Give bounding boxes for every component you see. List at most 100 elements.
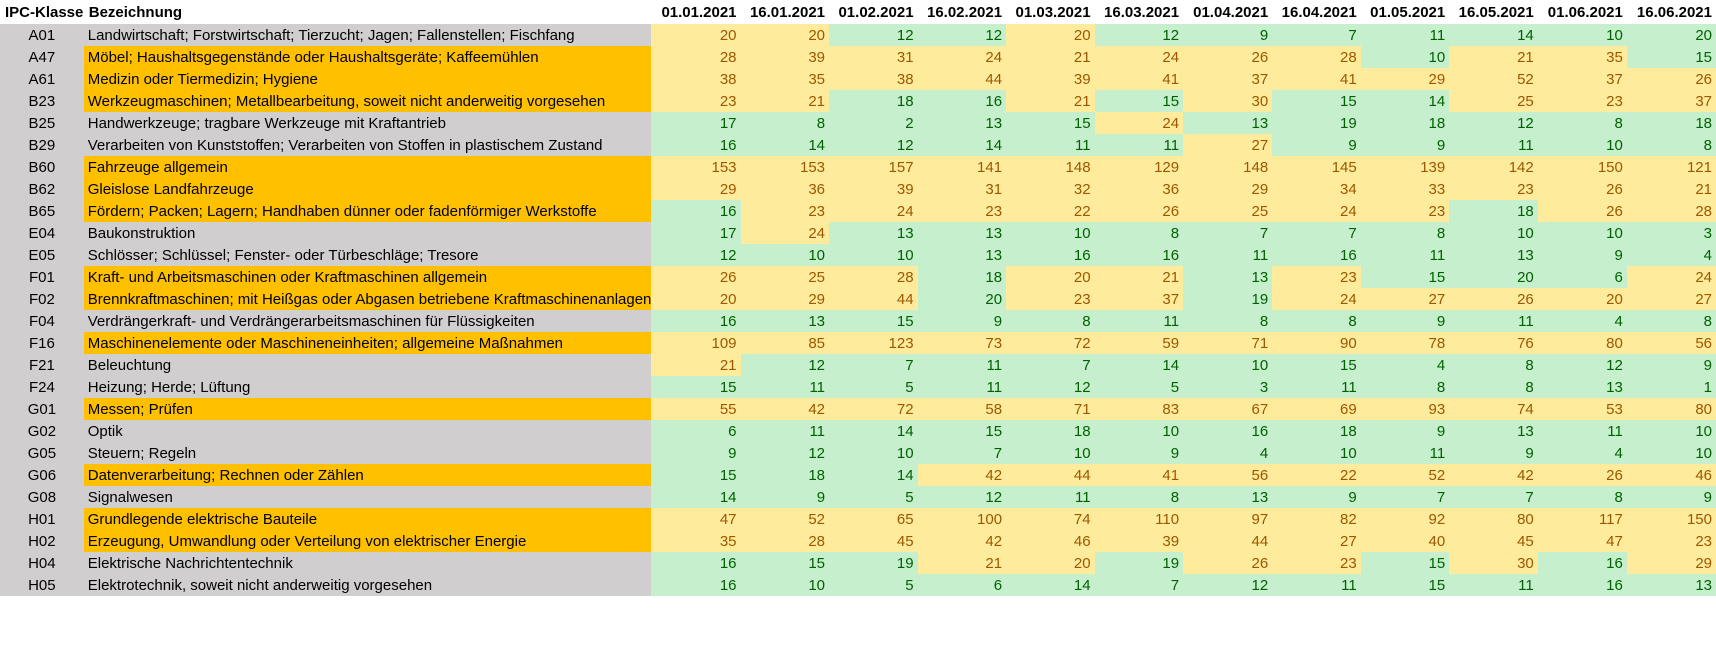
value-cell[interactable]: 6 (651, 420, 741, 442)
value-cell[interactable]: 10 (1183, 354, 1273, 376)
ipc-code-cell[interactable]: F04 (0, 310, 84, 332)
value-cell[interactable]: 44 (1006, 464, 1095, 486)
value-cell[interactable]: 22 (1272, 464, 1361, 486)
value-cell[interactable]: 10 (1449, 222, 1538, 244)
value-cell[interactable]: 23 (1272, 552, 1361, 574)
value-cell[interactable]: 13 (1183, 486, 1273, 508)
value-cell[interactable]: 23 (1272, 266, 1361, 288)
value-cell[interactable]: 80 (1537, 332, 1627, 354)
value-cell[interactable]: 9 (1183, 24, 1273, 46)
value-cell[interactable]: 13 (829, 222, 918, 244)
value-cell[interactable]: 10 (1094, 420, 1184, 442)
value-cell[interactable]: 29 (1183, 178, 1273, 200)
value-cell[interactable]: 27 (1626, 288, 1716, 310)
value-cell[interactable]: 8 (1537, 486, 1627, 508)
value-cell[interactable]: 9 (1272, 134, 1361, 156)
value-cell[interactable]: 80 (1449, 508, 1538, 530)
value-cell[interactable]: 41 (1094, 68, 1184, 90)
value-cell[interactable]: 28 (740, 530, 830, 552)
value-cell[interactable]: 30 (1449, 552, 1538, 574)
value-cell[interactable]: 56 (1183, 464, 1273, 486)
value-cell[interactable]: 42 (917, 530, 1007, 552)
value-cell[interactable]: 10 (1626, 420, 1716, 442)
value-cell[interactable]: 21 (1006, 90, 1095, 112)
value-cell[interactable]: 13 (917, 222, 1007, 244)
value-cell[interactable]: 16 (1006, 244, 1095, 266)
value-cell[interactable]: 11 (1360, 442, 1450, 464)
value-cell[interactable]: 58 (917, 398, 1007, 420)
value-cell[interactable]: 5 (829, 376, 918, 398)
value-cell[interactable]: 9 (1094, 442, 1184, 464)
value-cell[interactable]: 21 (740, 90, 830, 112)
value-cell[interactable]: 141 (917, 156, 1007, 178)
value-cell[interactable]: 24 (740, 222, 830, 244)
value-cell[interactable]: 14 (829, 420, 918, 442)
designation-cell[interactable]: Elektrotechnik, soweit nicht anderweitig… (83, 574, 652, 596)
value-cell[interactable]: 8 (1449, 354, 1538, 376)
value-cell[interactable]: 20 (1006, 24, 1095, 46)
value-cell[interactable]: 109 (651, 332, 741, 354)
value-cell[interactable]: 45 (1449, 530, 1538, 552)
value-cell[interactable]: 10 (1537, 24, 1627, 46)
value-cell[interactable]: 30 (1183, 90, 1273, 112)
value-cell[interactable]: 11 (1006, 486, 1095, 508)
value-cell[interactable]: 24 (1094, 112, 1184, 134)
value-cell[interactable]: 59 (1094, 332, 1184, 354)
designation-cell[interactable]: Handwerkzeuge; tragbare Werkzeuge mit Kr… (83, 112, 652, 134)
value-cell[interactable]: 13 (1183, 266, 1273, 288)
value-cell[interactable]: 10 (1272, 442, 1361, 464)
value-cell[interactable]: 14 (651, 486, 741, 508)
value-cell[interactable]: 25 (1183, 200, 1273, 222)
value-cell[interactable]: 123 (829, 332, 918, 354)
designation-cell[interactable]: Verarbeiten von Kunststoffen; Verarbeite… (83, 134, 652, 156)
value-cell[interactable]: 13 (1449, 244, 1538, 266)
value-cell[interactable]: 11 (1272, 574, 1361, 596)
value-cell[interactable]: 25 (1449, 90, 1538, 112)
value-cell[interactable]: 12 (917, 24, 1007, 46)
value-cell[interactable]: 16 (651, 552, 741, 574)
value-cell[interactable]: 20 (1006, 552, 1095, 574)
value-cell[interactable]: 4 (1360, 354, 1450, 376)
value-cell[interactable]: 35 (740, 68, 830, 90)
value-cell[interactable]: 9 (1449, 442, 1538, 464)
value-cell[interactable]: 11 (1360, 244, 1450, 266)
value-cell[interactable]: 20 (1626, 24, 1716, 46)
value-cell[interactable]: 8 (1360, 222, 1450, 244)
value-cell[interactable]: 28 (1626, 200, 1716, 222)
value-cell[interactable]: 24 (917, 46, 1007, 68)
value-cell[interactable]: 26 (1537, 200, 1627, 222)
value-cell[interactable]: 44 (1183, 530, 1273, 552)
value-cell[interactable]: 23 (651, 90, 741, 112)
value-cell[interactable]: 12 (1183, 574, 1273, 596)
value-cell[interactable]: 121 (1626, 156, 1716, 178)
header-date[interactable]: 01.03.2021 (1006, 0, 1095, 24)
value-cell[interactable]: 6 (1537, 266, 1627, 288)
value-cell[interactable]: 33 (1360, 178, 1450, 200)
value-cell[interactable]: 19 (1272, 112, 1361, 134)
value-cell[interactable]: 8 (1626, 310, 1716, 332)
ipc-code-cell[interactable]: G02 (0, 420, 84, 442)
value-cell[interactable]: 142 (1449, 156, 1538, 178)
value-cell[interactable]: 83 (1094, 398, 1184, 420)
value-cell[interactable]: 23 (740, 200, 830, 222)
value-cell[interactable]: 12 (651, 244, 741, 266)
value-cell[interactable]: 24 (829, 200, 918, 222)
value-cell[interactable]: 39 (740, 46, 830, 68)
header-date[interactable]: 01.05.2021 (1360, 0, 1450, 24)
value-cell[interactable]: 39 (829, 178, 918, 200)
value-cell[interactable]: 13 (1626, 574, 1716, 596)
designation-cell[interactable]: Datenverarbeitung; Rechnen oder Zählen (83, 464, 652, 486)
value-cell[interactable]: 20 (1537, 288, 1627, 310)
value-cell[interactable]: 42 (740, 398, 830, 420)
value-cell[interactable]: 8 (1626, 134, 1716, 156)
value-cell[interactable]: 14 (917, 134, 1007, 156)
value-cell[interactable]: 24 (1094, 46, 1184, 68)
value-cell[interactable]: 15 (1360, 266, 1450, 288)
value-cell[interactable]: 18 (1272, 420, 1361, 442)
value-cell[interactable]: 24 (1272, 200, 1361, 222)
value-cell[interactable]: 117 (1537, 508, 1627, 530)
header-date[interactable]: 16.02.2021 (917, 0, 1007, 24)
value-cell[interactable]: 78 (1360, 332, 1450, 354)
value-cell[interactable]: 9 (1537, 244, 1627, 266)
value-cell[interactable]: 26 (1626, 68, 1716, 90)
